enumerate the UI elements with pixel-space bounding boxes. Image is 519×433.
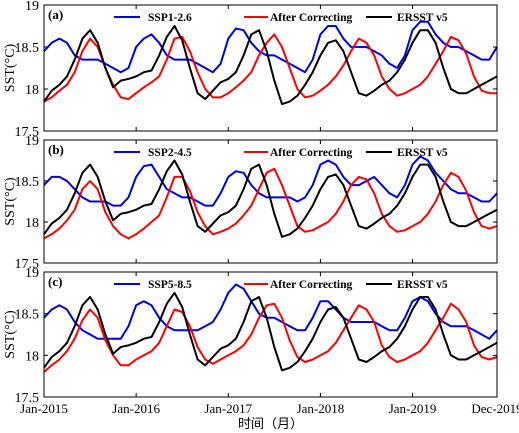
legend: SSP2-4.5 After Correcting ERSST v5 xyxy=(114,147,448,159)
y-tick-label: 19 xyxy=(25,134,39,149)
y-tick-label: 18.5 xyxy=(15,41,40,56)
x-axis-label: 时间（月） xyxy=(238,416,303,431)
legend-label: ERSST v5 xyxy=(397,279,448,291)
panel-label: (b) xyxy=(48,142,64,157)
x-tick-label: Jan-2016 xyxy=(112,401,160,416)
y-tick-label: 18 xyxy=(25,349,39,364)
series-line-ersst-v5 xyxy=(43,291,498,372)
y-tick-label: 17.5 xyxy=(15,391,40,406)
legend: SSP1-2.6 After Correcting ERSST v5 xyxy=(114,12,448,24)
y-tick-label: 18 xyxy=(25,83,39,98)
legend: SSP5-8.5 After Correcting ERSST v5 xyxy=(114,279,448,291)
legend-label: After Correcting xyxy=(270,147,353,159)
plot-frame xyxy=(43,4,498,132)
y-axis-label: SST(°C) xyxy=(3,310,18,359)
x-tick-label: Jan-2018 xyxy=(297,401,345,416)
legend-label: ERSST v5 xyxy=(397,147,448,159)
y-tick-label: 17.5 xyxy=(15,125,40,140)
series-line-ersst-v5 xyxy=(43,25,498,106)
series-line-ssp1-2-6 xyxy=(43,20,498,74)
legend-label: SSP1-2.6 xyxy=(148,12,192,24)
legend-label: ERSST v5 xyxy=(397,12,448,24)
y-axis-label: SST(°C) xyxy=(3,177,18,226)
legend-label: After Correcting xyxy=(270,279,353,291)
series-line-ersst-v5 xyxy=(43,159,498,238)
y-tick-label: 18.5 xyxy=(15,175,40,190)
y-tick-label: 18 xyxy=(25,216,39,231)
x-tick-label: Dec-2019 xyxy=(471,401,519,416)
series-line-after-correcting xyxy=(43,167,498,240)
panel-c: 17.5 18 18.5 19 SST(°C) (c) SSP5-8.5 After Corr… xyxy=(3,266,498,406)
y-tick-label: 18.5 xyxy=(15,308,40,323)
y-tick-label: 17.5 xyxy=(15,257,40,272)
y-axis-label: SST(°C) xyxy=(3,43,18,92)
x-tick-label: Jan-2015 xyxy=(20,401,68,416)
x-tick-label: Jan-2017 xyxy=(204,401,252,416)
plot-frame xyxy=(43,271,498,398)
y-tick-label: 19 xyxy=(25,266,39,281)
x-tick-label: Jan-2019 xyxy=(389,401,437,416)
panel-b: 17.5 18 18.5 19 SST(°C) (b) SSP2-4.5 After Corr… xyxy=(3,134,498,272)
legend-label: SSP5-8.5 xyxy=(148,279,192,291)
y-tick-label: 19 xyxy=(25,0,39,14)
panel-a: 17.5 18 18.5 19 SST(°C) (a) SSP1-2.6 After Corr… xyxy=(3,0,498,140)
series-line-after-correcting xyxy=(43,33,497,103)
panel-label: (a) xyxy=(48,7,63,22)
plot-frame xyxy=(43,139,498,264)
legend-label: After Correcting xyxy=(270,12,353,24)
panel-label: (c) xyxy=(48,274,62,289)
legend-label: SSP2-4.5 xyxy=(148,147,192,159)
series-line-after-correcting xyxy=(43,302,498,373)
